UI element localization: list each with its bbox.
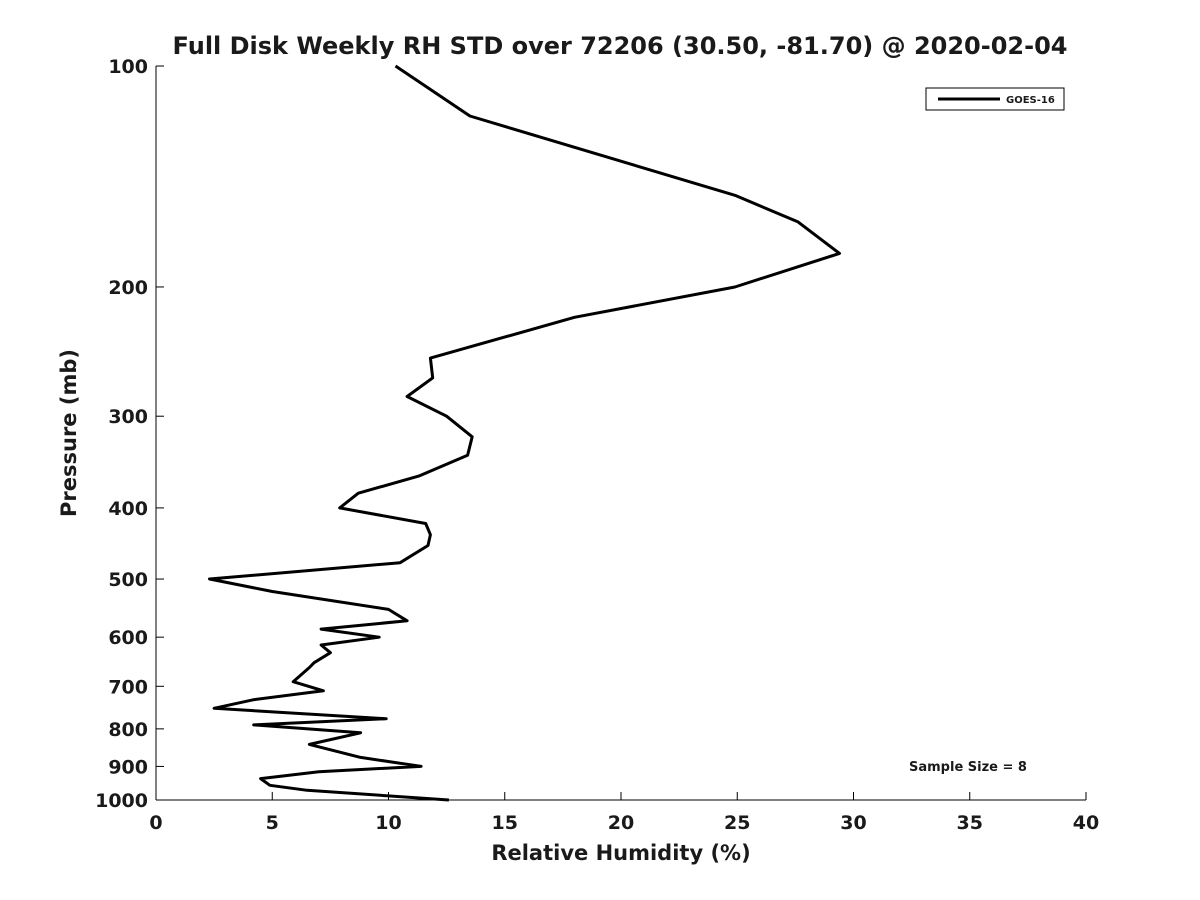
x-tick-label: 5 <box>266 812 279 834</box>
x-axis-ticks: 0 5 10 15 20 25 30 35 40 <box>149 792 1099 834</box>
x-tick-label: 0 <box>149 812 162 834</box>
y-tick-label: 1000 <box>95 790 148 812</box>
x-axis-label: Relative Humidity (%) <box>491 841 750 865</box>
y-axis-label: Pressure (mb) <box>57 349 81 517</box>
sample-size-note: Sample Size = 8 <box>909 760 1027 775</box>
y-tick-label: 900 <box>108 756 148 778</box>
x-tick-label: 20 <box>608 812 634 834</box>
chart-title: Full Disk Weekly RH STD over 72206 (30.5… <box>173 32 1068 60</box>
y-tick-label: 300 <box>108 406 148 428</box>
y-tick-label: 400 <box>108 498 148 520</box>
series-lines <box>208 64 841 802</box>
legend-label: GOES-16 <box>1006 95 1055 106</box>
series-line-goes-16 <box>208 64 841 802</box>
y-tick-label: 800 <box>108 719 148 741</box>
x-tick-label: 10 <box>375 812 401 834</box>
x-tick-label: 40 <box>1073 812 1099 834</box>
y-tick-label: 700 <box>108 676 148 698</box>
x-tick-label: 25 <box>724 812 750 834</box>
y-tick-label: 200 <box>108 277 148 299</box>
legend: GOES-16 <box>925 87 1065 111</box>
y-tick-label: 600 <box>108 627 148 649</box>
y-tick-label: 100 <box>108 56 148 78</box>
y-axis-ticks: 100 200 300 400 500 600 700 800 900 1000 <box>95 56 164 812</box>
x-tick-label: 30 <box>840 812 866 834</box>
y-tick-label: 500 <box>108 569 148 591</box>
x-tick-label: 15 <box>492 812 518 834</box>
x-tick-label: 35 <box>957 812 983 834</box>
